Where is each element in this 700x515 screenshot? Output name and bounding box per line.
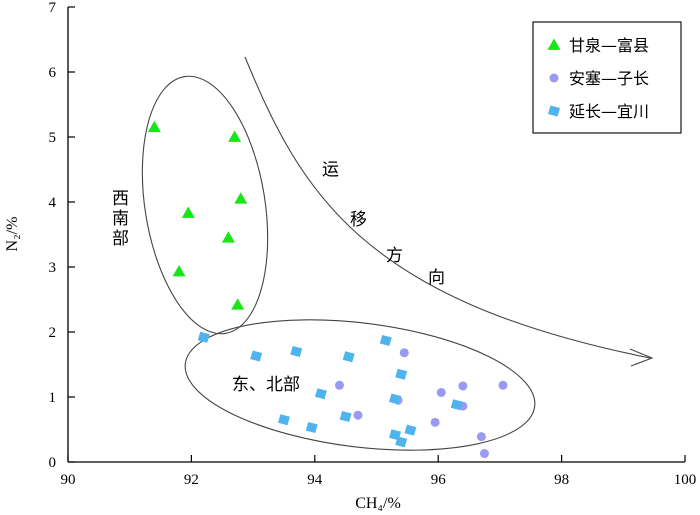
x-tick-label: 100: [674, 472, 697, 488]
y-tick-label: 7: [49, 0, 57, 16]
southwest-label-char-1: 西: [112, 189, 129, 209]
legend-marker-1: [547, 38, 561, 50]
point-series-3: [197, 331, 210, 343]
point-series-3: [342, 351, 355, 363]
x-axis-ticks: 90 92 94 96 98 100: [61, 455, 697, 488]
southwest-label-char-2: 南: [112, 209, 129, 229]
plot-area: [67, 7, 685, 463]
point-series-1: [228, 130, 242, 142]
point-series-1: [221, 231, 235, 243]
point-series-1: [234, 192, 248, 204]
y-tick-label: 0: [49, 455, 57, 471]
migration-label-1: 运: [322, 160, 339, 180]
point-series-1: [181, 206, 195, 218]
southwest-label-char-3: 部: [112, 229, 129, 249]
point-series-2: [479, 449, 489, 459]
y-tick-label: 1: [49, 390, 57, 406]
point-series-3: [305, 422, 318, 434]
legend-marker-3: [548, 105, 560, 117]
y-tick-label: 2: [49, 325, 57, 341]
migration-label-4: 向: [428, 268, 445, 288]
legend-label-3: 延长—宜川: [569, 102, 649, 121]
data-points: [147, 120, 508, 459]
x-tick-label: 96: [431, 472, 447, 488]
point-series-2: [334, 380, 344, 390]
legend-marker-2: [549, 73, 559, 83]
x-tick-label: 98: [554, 472, 569, 488]
point-series-3: [290, 346, 303, 357]
migration-arrow-head: [629, 348, 654, 367]
point-series-2: [353, 410, 363, 420]
x-tick-label: 92: [184, 472, 199, 488]
x-tick-label: 90: [61, 472, 76, 488]
point-series-3: [339, 411, 352, 422]
point-series-3: [277, 414, 290, 426]
point-series-2: [476, 432, 486, 442]
y-tick-label: 4: [49, 195, 57, 211]
point-series-2: [399, 348, 409, 358]
point-series-2: [436, 387, 446, 397]
point-series-3: [379, 334, 392, 346]
point-series-1: [147, 120, 161, 133]
y-tick-label: 6: [49, 65, 57, 81]
legend-label-1: 甘泉—富县: [569, 36, 649, 55]
migration-arrow: [244, 56, 651, 359]
point-series-3: [404, 424, 417, 436]
east-north-label: 东、北部: [232, 375, 300, 395]
east-north-group-outline: [184, 319, 536, 451]
y-axis-ticks: 0 1 2 3 4 5 6 7: [49, 0, 75, 471]
southwest-group-outline: [141, 75, 269, 335]
x-axis-title: CH₄/%: [355, 495, 401, 512]
southwest-label: 西 南 部: [112, 189, 129, 249]
point-series-3: [314, 388, 327, 400]
point-series-1: [172, 265, 186, 277]
point-series-3: [250, 350, 263, 362]
legend-label-2: 安塞—子长: [569, 69, 649, 88]
point-series-3: [395, 368, 408, 380]
point-series-1: [231, 298, 245, 310]
x-tick-label: 94: [307, 472, 323, 488]
y-axis-title: N₂/%: [4, 217, 21, 252]
point-series-2: [498, 380, 508, 390]
point-series-2: [430, 417, 440, 427]
y-tick-label: 5: [49, 130, 57, 146]
migration-label-3: 方: [386, 246, 403, 266]
y-tick-label: 3: [49, 260, 57, 276]
point-series-3: [450, 399, 463, 411]
point-series-3: [389, 393, 402, 405]
point-series-2: [458, 381, 468, 391]
point-series-3: [395, 436, 408, 448]
migration-label-2: 移: [350, 210, 367, 230]
